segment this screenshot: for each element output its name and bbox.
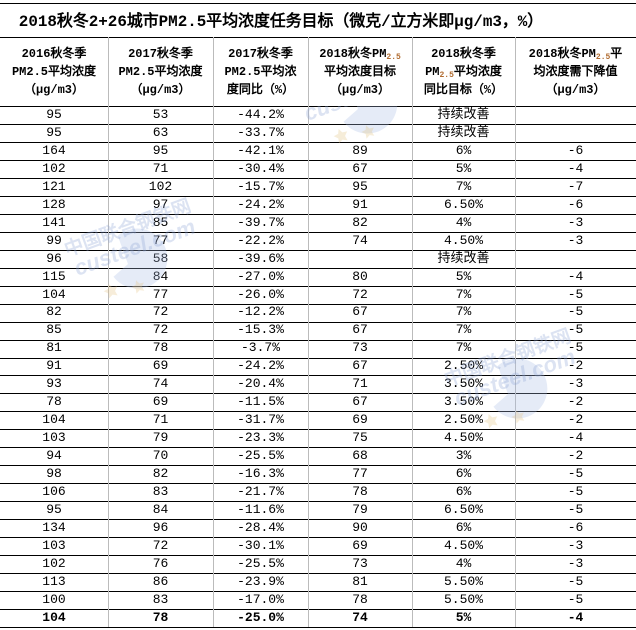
svg-text:custeel.com: custeel.com xyxy=(71,214,199,281)
svg-text:custeel.com: custeel.com xyxy=(301,106,429,126)
svg-text:custeel.com: custeel.com xyxy=(451,344,579,411)
svg-text:中国联合钢铁网: 中国联合钢铁网 xyxy=(441,324,574,391)
svg-text:中国联合钢铁网: 中国联合钢铁网 xyxy=(61,194,194,261)
